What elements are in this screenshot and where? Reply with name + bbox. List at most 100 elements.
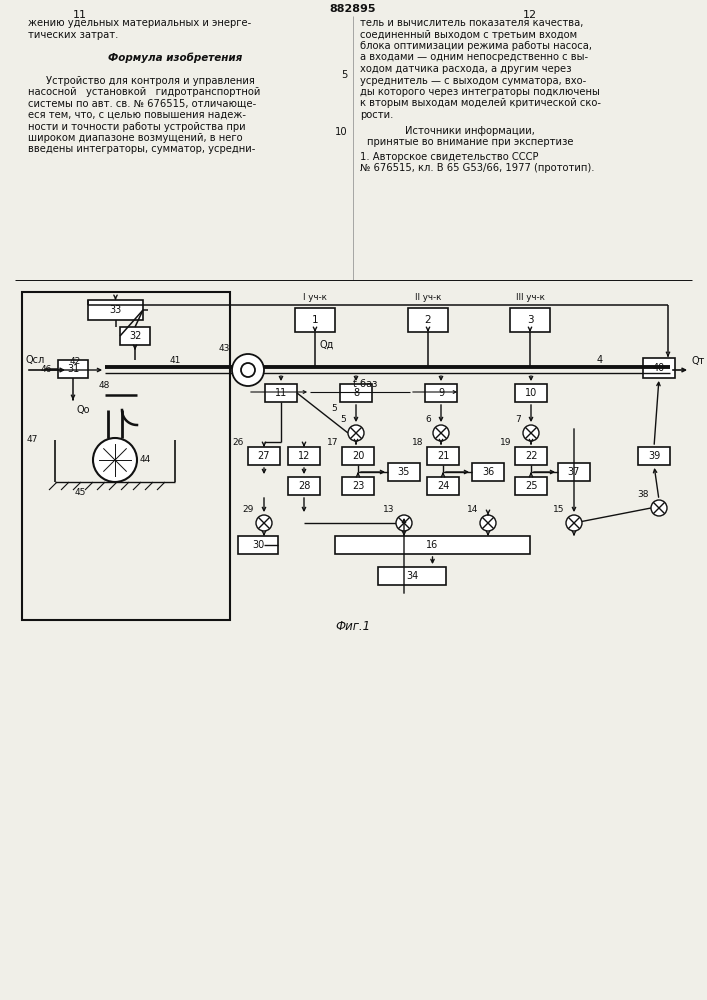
Text: 47: 47 <box>27 436 38 444</box>
Bar <box>288 447 320 465</box>
Text: соединенный выходом с третьим входом: соединенный выходом с третьим входом <box>360 29 577 39</box>
Text: 44: 44 <box>140 456 151 464</box>
Text: 7: 7 <box>515 415 521 424</box>
Bar <box>58 360 88 378</box>
Text: 39: 39 <box>648 451 660 461</box>
Bar <box>120 327 150 345</box>
Text: рости.: рости. <box>360 110 393 120</box>
Text: 38: 38 <box>638 490 649 499</box>
Text: 12: 12 <box>298 451 310 461</box>
Circle shape <box>232 354 264 386</box>
Text: 2: 2 <box>425 315 431 325</box>
Text: 32: 32 <box>129 331 141 341</box>
Text: 34: 34 <box>406 571 418 581</box>
Text: 40: 40 <box>653 363 665 373</box>
Bar <box>643 358 675 378</box>
Text: 19: 19 <box>500 438 511 447</box>
Text: 8: 8 <box>353 388 359 398</box>
Circle shape <box>651 500 667 516</box>
Text: 1: 1 <box>312 315 318 325</box>
Text: насосной   установкой   гидротранспортной: насосной установкой гидротранспортной <box>28 87 260 97</box>
Bar <box>408 308 448 332</box>
Circle shape <box>523 425 539 441</box>
Text: 21: 21 <box>437 451 449 461</box>
Bar <box>22 292 230 620</box>
Circle shape <box>348 425 364 441</box>
Circle shape <box>396 515 412 531</box>
Text: 43: 43 <box>218 344 230 353</box>
Text: 10: 10 <box>335 127 348 137</box>
Text: 22: 22 <box>525 451 537 461</box>
Bar <box>88 300 143 320</box>
Text: 882895: 882895 <box>329 4 376 14</box>
Circle shape <box>480 515 496 531</box>
Text: блока оптимизации режима работы насоса,: блока оптимизации режима работы насоса, <box>360 41 592 51</box>
Circle shape <box>241 363 255 377</box>
Text: Источники информации,: Источники информации, <box>405 125 535 135</box>
Circle shape <box>433 425 449 441</box>
Bar <box>342 477 374 495</box>
Text: 14: 14 <box>467 505 478 514</box>
Text: 4: 4 <box>597 355 603 365</box>
Text: 25: 25 <box>525 481 537 491</box>
Text: № 676515, кл. В 65 G53/66, 1977 (прототип).: № 676515, кл. В 65 G53/66, 1977 (прототи… <box>360 163 595 173</box>
Bar <box>515 447 547 465</box>
Text: ды которого через интеграторы подключены: ды которого через интеграторы подключены <box>360 87 600 97</box>
Text: 42: 42 <box>69 357 81 366</box>
Text: еся тем, что, с целью повышения надеж-: еся тем, что, с целью повышения надеж- <box>28 110 246 120</box>
Text: широком диапазоне возмущений, в него: широком диапазоне возмущений, в него <box>28 133 243 143</box>
Text: 26: 26 <box>233 438 244 447</box>
Text: к вторым выходам моделей критической ско-: к вторым выходам моделей критической ско… <box>360 99 601 108</box>
Bar <box>472 463 504 481</box>
Bar <box>335 536 530 554</box>
Text: 15: 15 <box>552 505 564 514</box>
Text: 3: 3 <box>527 315 533 325</box>
Text: 31: 31 <box>67 364 79 374</box>
Text: Qд: Qд <box>320 340 334 350</box>
Text: 11: 11 <box>73 10 87 20</box>
Text: 46: 46 <box>40 365 52 374</box>
Text: I уч-к: I уч-к <box>303 293 327 302</box>
Text: 13: 13 <box>382 505 394 514</box>
Text: III уч-к: III уч-к <box>515 293 544 302</box>
Text: усреднитель — с выходом сумматора, вхо-: усреднитель — с выходом сумматора, вхо- <box>360 76 586 86</box>
Bar <box>295 308 335 332</box>
Bar <box>388 463 420 481</box>
Bar <box>638 447 670 465</box>
Bar <box>248 447 280 465</box>
Text: 20: 20 <box>352 451 364 461</box>
Text: системы по авт. св. № 676515, отличающе-: системы по авт. св. № 676515, отличающе- <box>28 99 256 108</box>
Bar <box>288 477 320 495</box>
Bar <box>378 567 446 585</box>
Bar <box>427 477 459 495</box>
Bar <box>425 384 457 402</box>
Bar <box>515 477 547 495</box>
Text: а входами — одним непосредственно с вы-: а входами — одним непосредственно с вы- <box>360 52 588 62</box>
Text: 29: 29 <box>243 505 254 514</box>
Text: 17: 17 <box>327 438 338 447</box>
Text: Qсл: Qсл <box>26 355 45 365</box>
Circle shape <box>256 515 272 531</box>
Text: 5: 5 <box>341 70 348 80</box>
Bar <box>510 308 550 332</box>
Text: II уч-к: II уч-к <box>415 293 441 302</box>
Text: 30: 30 <box>252 540 264 550</box>
Text: ходом датчика расхода, а другим через: ходом датчика расхода, а другим через <box>360 64 571 74</box>
Text: Qт: Qт <box>692 356 706 366</box>
Text: ности и точности работы устройства при: ности и точности работы устройства при <box>28 121 245 131</box>
Text: Формула изобретения: Формула изобретения <box>108 52 242 63</box>
Bar <box>340 384 372 402</box>
Circle shape <box>566 515 582 531</box>
Text: 6: 6 <box>425 415 431 424</box>
Text: 45: 45 <box>74 488 86 497</box>
Text: 5: 5 <box>340 415 346 424</box>
Bar <box>427 447 459 465</box>
Text: 27: 27 <box>258 451 270 461</box>
Text: 10: 10 <box>525 388 537 398</box>
Text: тических затрат.: тических затрат. <box>28 29 118 39</box>
Text: 1. Авторское свидетельство СССР: 1. Авторское свидетельство СССР <box>360 152 539 162</box>
Text: 41: 41 <box>169 356 181 365</box>
Bar <box>342 447 374 465</box>
Bar <box>238 536 278 554</box>
Text: 35: 35 <box>398 467 410 477</box>
